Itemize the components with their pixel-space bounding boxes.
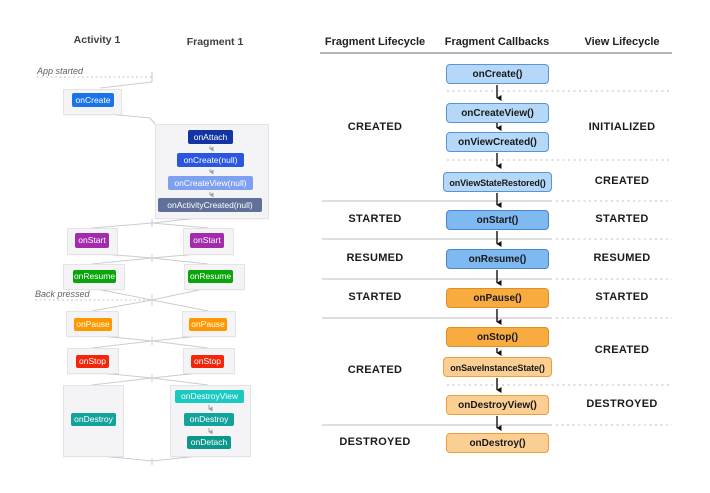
fragment-state-started-1: STARTED [348,213,402,225]
app-started-annotation: App started [37,66,84,76]
ondetach-node: onDetach [187,436,231,449]
fragment-ondestroy-node: onDestroy [184,413,234,426]
view-state-resumed: RESUMED [593,252,651,264]
fragment-state-destroyed: DESTROYED [339,436,411,448]
callback-onresume: onResume() [446,249,549,269]
view-state-started-1: STARTED [595,213,649,225]
activity-oncreate-node: onCreate [72,93,114,107]
view-state-created-1: CREATED [594,175,650,187]
activity-onpause-node: onPause [74,318,112,331]
fragment-state-started-2: STARTED [348,291,402,303]
view-state-created-2: CREATED [594,344,650,356]
callback-onviewstaterestored: onViewStateRestored() [443,172,552,192]
fragment-onpause-node: onPause [189,318,227,331]
callback-onsaveinstancestate: onSaveInstanceState() [443,357,552,377]
activity-column-header: Activity 1 [73,34,121,46]
solid-separators [322,200,552,426]
onattach-node: onAttach [188,130,233,144]
callback-oncreateview: onCreateView() [446,103,549,123]
callback-onpause: onPause() [446,288,549,308]
view-lifecycle-header: View Lifecycle [584,36,660,48]
dotted-separators [447,90,672,426]
left-flow-connectors [91,81,209,465]
fragment-callbacks-header: Fragment Callbacks [444,36,550,48]
activity-onstart-node: onStart [75,233,109,248]
fragment-onresume-node: onResume [188,270,233,283]
onactivitycreated-null-node: onActivityCreated(null) [158,198,262,212]
callback-ondestroyview: onDestroyView() [446,395,549,415]
callback-oncreate: onCreate() [446,64,549,84]
callback-onstop: onStop() [446,327,549,347]
fragment-state-resumed: RESUMED [346,252,404,264]
callback-onstart: onStart() [446,210,549,230]
back-pressed-annotation: Back pressed [35,289,90,299]
activity-onresume-node: onResume [73,270,116,283]
activity-onstop-node: onStop [76,355,109,368]
callback-onviewcreated: onViewCreated() [446,132,549,152]
view-state-destroyed: DESTROYED [586,398,658,410]
fragment-column-header: Fragment 1 [186,36,244,48]
callback-ondestroy: onDestroy() [446,433,549,453]
ondestroyview-node: onDestroyView [175,390,244,403]
annotation-guides [35,72,153,301]
view-state-initialized: INITIALIZED [588,121,656,133]
fragment-state-created-2: CREATED [347,364,403,376]
fragment-lifecycle-header: Fragment Lifecycle [324,36,426,48]
fragment-onstart-node: onStart [190,233,224,248]
oncreate-null-node: onCreate(null) [177,153,244,167]
fragment-onstop-node: onStop [191,355,224,368]
activity-ondestroy-node: onDestroy [71,413,116,426]
view-state-started-2: STARTED [595,291,649,303]
oncreateview-null-node: onCreateView(null) [168,176,253,190]
fragment-state-created-1: CREATED [347,121,403,133]
